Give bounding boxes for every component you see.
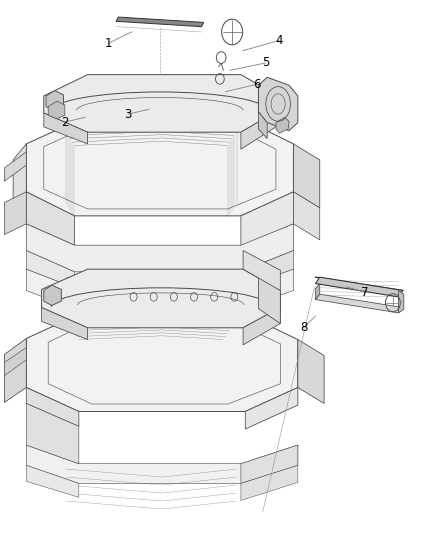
Polygon shape: [26, 224, 293, 272]
Polygon shape: [276, 117, 289, 133]
Polygon shape: [26, 314, 298, 411]
Polygon shape: [26, 192, 74, 245]
Polygon shape: [241, 465, 298, 500]
Polygon shape: [4, 348, 26, 376]
Polygon shape: [241, 112, 276, 149]
Polygon shape: [315, 284, 320, 300]
Polygon shape: [4, 152, 26, 181]
Polygon shape: [241, 192, 293, 248]
Polygon shape: [258, 77, 298, 131]
Polygon shape: [48, 101, 65, 119]
Polygon shape: [245, 387, 298, 429]
Polygon shape: [44, 113, 88, 144]
Text: 1: 1: [105, 37, 113, 50]
Text: 8: 8: [300, 321, 307, 334]
Polygon shape: [116, 17, 204, 27]
Polygon shape: [26, 251, 74, 288]
Polygon shape: [241, 251, 293, 290]
Polygon shape: [44, 285, 61, 305]
Polygon shape: [42, 308, 88, 340]
Polygon shape: [26, 120, 293, 216]
Polygon shape: [44, 75, 276, 132]
Polygon shape: [26, 403, 79, 464]
Polygon shape: [26, 269, 293, 309]
Polygon shape: [26, 445, 298, 483]
Polygon shape: [315, 277, 403, 297]
Polygon shape: [46, 91, 64, 111]
Polygon shape: [258, 112, 267, 139]
Text: 7: 7: [361, 286, 369, 298]
Polygon shape: [293, 192, 320, 240]
Polygon shape: [4, 338, 26, 402]
Polygon shape: [315, 294, 403, 313]
Text: 2: 2: [61, 116, 69, 128]
Text: 5: 5: [262, 56, 269, 69]
Text: 3: 3: [125, 108, 132, 120]
Polygon shape: [293, 144, 320, 208]
Polygon shape: [241, 445, 298, 483]
Polygon shape: [26, 387, 79, 426]
Polygon shape: [42, 269, 280, 328]
Polygon shape: [243, 251, 280, 290]
Polygon shape: [26, 465, 79, 497]
Polygon shape: [13, 144, 26, 208]
Polygon shape: [4, 192, 26, 235]
Polygon shape: [243, 308, 280, 345]
Text: 4: 4: [275, 34, 283, 47]
Polygon shape: [298, 340, 324, 403]
Text: 6: 6: [253, 78, 261, 91]
Polygon shape: [258, 274, 280, 324]
Polygon shape: [399, 290, 404, 313]
